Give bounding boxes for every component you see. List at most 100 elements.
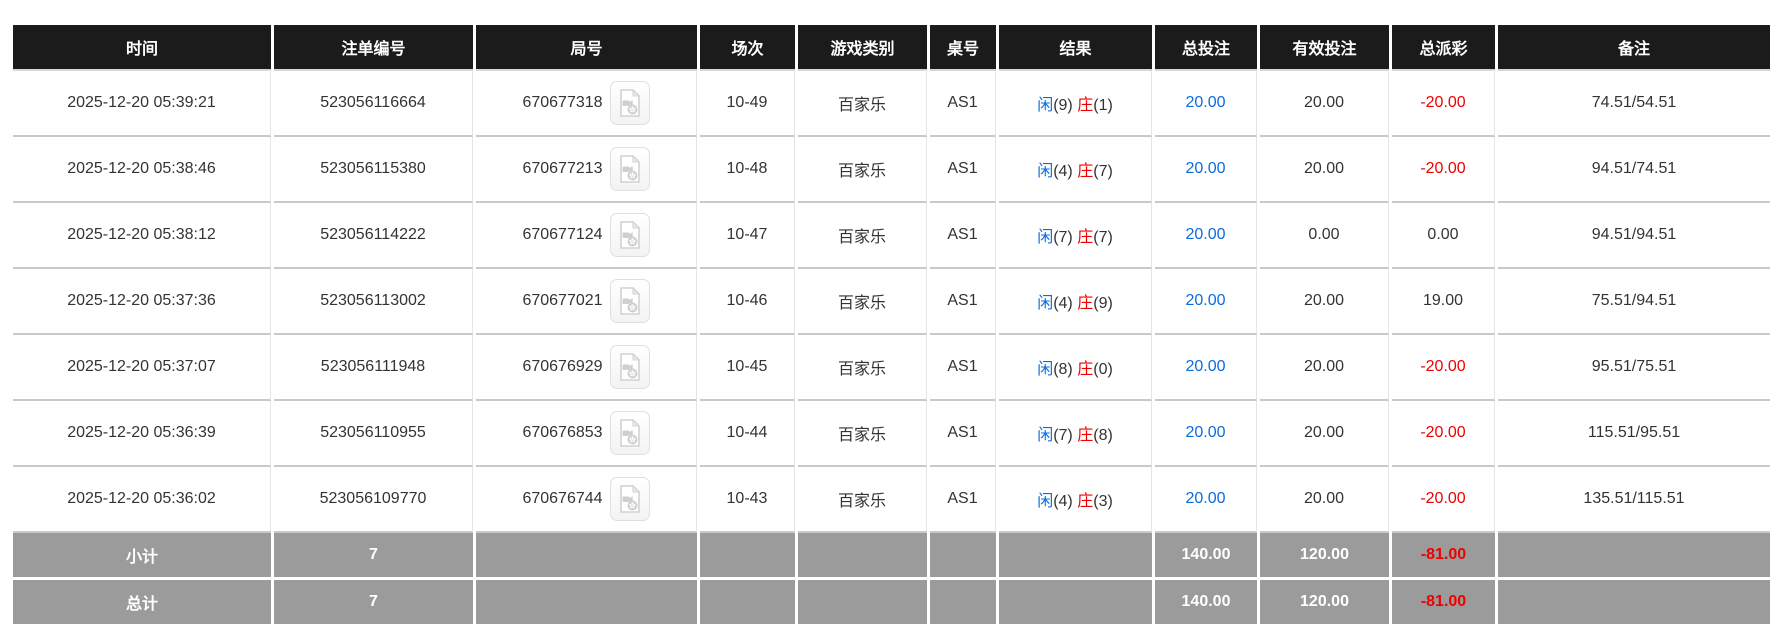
round-id-value: 670677213 (522, 160, 603, 177)
cell-round-id: 670677318 (476, 71, 697, 137)
result-banker-score: (1) (1093, 97, 1113, 114)
table-row: 2025-12-20 05:37:36 523056113002 6706770… (13, 269, 1770, 335)
video-file-icon (619, 89, 640, 117)
cell-game-type: 百家乐 (798, 203, 927, 269)
cell-bet-id: 523056114222 (274, 203, 473, 269)
cell-remark: 135.51/115.51 (1498, 467, 1770, 533)
total-bet-link[interactable]: 20.00 (1185, 358, 1226, 375)
cell-session: 10-46 (700, 269, 795, 335)
summary-label: 小计 (13, 533, 271, 580)
cell-round-id: 670677213 (476, 137, 697, 203)
cell-total-payout: -20.00 (1392, 137, 1495, 203)
cell-bet-id: 523056116664 (274, 71, 473, 137)
cell-game-type: 百家乐 (798, 269, 927, 335)
total-bet-link[interactable]: 20.00 (1185, 424, 1226, 441)
cell-result: 闲(8) 庄(0) (999, 335, 1152, 401)
cell-table-no: AS1 (930, 401, 996, 467)
round-id-value: 670677124 (522, 226, 603, 243)
summary-empty-remark (1498, 533, 1770, 580)
table-row: 2025-12-20 05:37:07 523056111948 6706769… (13, 335, 1770, 401)
video-replay-button[interactable] (609, 279, 650, 323)
summary-valid-bet: 120.00 (1260, 580, 1389, 624)
col-header-total-bet: 总投注 (1155, 25, 1257, 71)
summary-empty-round (476, 580, 697, 624)
video-replay-button[interactable] (609, 81, 650, 125)
video-replay-button[interactable] (609, 411, 650, 455)
summary-empty-game (798, 580, 927, 624)
cell-valid-bet: 20.00 (1260, 137, 1389, 203)
cell-game-type: 百家乐 (798, 335, 927, 401)
table-row: 2025-12-20 05:36:02 523056109770 6706767… (13, 467, 1770, 533)
cell-valid-bet: 0.00 (1260, 203, 1389, 269)
summary-empty-table (930, 580, 996, 624)
summary-label: 总计 (13, 580, 271, 624)
cell-round-id: 670676744 (476, 467, 697, 533)
col-header-remark: 备注 (1498, 25, 1770, 71)
video-replay-button[interactable] (609, 345, 650, 389)
cell-result: 闲(4) 庄(3) (999, 467, 1152, 533)
video-replay-button[interactable] (609, 147, 650, 191)
total-bet-link[interactable]: 20.00 (1185, 226, 1226, 243)
cell-time: 2025-12-20 05:36:39 (13, 401, 271, 467)
cell-session: 10-48 (700, 137, 795, 203)
video-replay-button[interactable] (609, 213, 650, 257)
total-bet-link[interactable]: 20.00 (1185, 292, 1226, 309)
cell-game-type: 百家乐 (798, 401, 927, 467)
col-header-bet-id: 注单编号 (274, 25, 473, 71)
total-bet-link[interactable]: 20.00 (1185, 160, 1226, 177)
table-row: 2025-12-20 05:39:21 523056116664 6706773… (13, 71, 1770, 137)
total-bet-link[interactable]: 20.00 (1185, 490, 1226, 507)
cell-bet-id: 523056113002 (274, 269, 473, 335)
summary-total-bet: 140.00 (1155, 580, 1257, 624)
cell-result: 闲(4) 庄(9) (999, 269, 1152, 335)
table-header: 时间 注单编号 局号 场次 游戏类别 桌号 结果 总投注 有效投注 总派彩 备注 (13, 25, 1770, 71)
result-player-label: 闲 (1037, 163, 1054, 180)
col-header-round-id: 局号 (476, 25, 697, 71)
cell-session: 10-45 (700, 335, 795, 401)
result-banker-score: (7) (1093, 229, 1113, 246)
result-player-label: 闲 (1037, 361, 1054, 378)
result-banker-score: (9) (1093, 295, 1113, 312)
cell-remark: 115.51/95.51 (1498, 401, 1770, 467)
result-banker-score: (0) (1093, 361, 1113, 378)
cell-table-no: AS1 (930, 467, 996, 533)
video-replay-button[interactable] (609, 477, 650, 521)
header-row: 时间 注单编号 局号 场次 游戏类别 桌号 结果 总投注 有效投注 总派彩 备注 (13, 25, 1770, 71)
cell-time: 2025-12-20 05:37:36 (13, 269, 271, 335)
summary-row: 小计 7 140.00 120.00 -81.00 (13, 533, 1770, 580)
result-banker-score: (7) (1093, 163, 1113, 180)
table-body: 2025-12-20 05:39:21 523056116664 6706773… (13, 71, 1770, 533)
summary-row: 总计 7 140.00 120.00 -81.00 (13, 580, 1770, 624)
summary-total-payout: -81.00 (1392, 533, 1495, 580)
cell-total-bet: 20.00 (1155, 269, 1257, 335)
result-banker-label: 庄 (1077, 361, 1094, 378)
table-summary: 小计 7 140.00 120.00 -81.00 总计 7 140.00 12… (13, 533, 1770, 624)
result-banker-score: (8) (1093, 427, 1113, 444)
cell-valid-bet: 20.00 (1260, 467, 1389, 533)
cell-total-payout: 0.00 (1392, 203, 1495, 269)
cell-time: 2025-12-20 05:36:02 (13, 467, 271, 533)
cell-table-no: AS1 (930, 71, 996, 137)
col-header-valid-bet: 有效投注 (1260, 25, 1389, 71)
cell-time: 2025-12-20 05:38:12 (13, 203, 271, 269)
result-player-score: (4) (1053, 493, 1073, 510)
cell-valid-bet: 20.00 (1260, 269, 1389, 335)
video-file-icon (619, 221, 640, 249)
cell-remark: 94.51/74.51 (1498, 137, 1770, 203)
cell-time: 2025-12-20 05:37:07 (13, 335, 271, 401)
video-file-icon (619, 155, 640, 183)
cell-valid-bet: 20.00 (1260, 71, 1389, 137)
cell-bet-id: 523056111948 (274, 335, 473, 401)
col-header-time: 时间 (13, 25, 271, 71)
cell-session: 10-49 (700, 71, 795, 137)
cell-result: 闲(7) 庄(7) (999, 203, 1152, 269)
cell-session: 10-44 (700, 401, 795, 467)
col-header-table-no: 桌号 (930, 25, 996, 71)
total-bet-link[interactable]: 20.00 (1185, 94, 1226, 111)
summary-count: 7 (274, 533, 473, 580)
col-header-result: 结果 (999, 25, 1152, 71)
col-header-session: 场次 (700, 25, 795, 71)
table-row: 2025-12-20 05:38:46 523056115380 6706772… (13, 137, 1770, 203)
cell-remark: 74.51/54.51 (1498, 71, 1770, 137)
